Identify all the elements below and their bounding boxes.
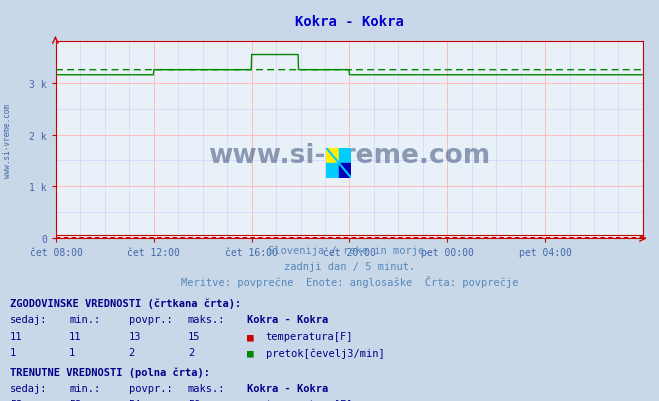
Text: sedaj:: sedaj: (10, 383, 47, 393)
Text: 1: 1 (69, 348, 75, 357)
Bar (326, 148, 339, 164)
Text: povpr.:: povpr.: (129, 315, 172, 324)
Text: 54: 54 (129, 399, 141, 401)
Text: temperatura[F]: temperatura[F] (266, 399, 353, 401)
Text: ■: ■ (247, 332, 254, 341)
Text: 11: 11 (10, 332, 22, 341)
Text: TRENUTNE VREDNOSTI (polna črta):: TRENUTNE VREDNOSTI (polna črta): (10, 367, 210, 377)
Text: sedaj:: sedaj: (10, 315, 47, 324)
Text: www.si-vreme.com: www.si-vreme.com (208, 143, 490, 169)
Text: ZGODOVINSKE VREDNOSTI (črtkana črta):: ZGODOVINSKE VREDNOSTI (črtkana črta): (10, 298, 241, 308)
Text: ■: ■ (247, 399, 254, 401)
Text: povpr.:: povpr.: (129, 383, 172, 393)
Text: Kokra - Kokra: Kokra - Kokra (247, 315, 328, 324)
Text: maks.:: maks.: (188, 383, 225, 393)
Text: www.si-vreme.com: www.si-vreme.com (3, 103, 13, 177)
Text: 2: 2 (129, 348, 134, 357)
Text: 1: 1 (10, 348, 16, 357)
Text: ■: ■ (247, 348, 254, 357)
Text: 59: 59 (188, 399, 200, 401)
Text: min.:: min.: (69, 315, 100, 324)
Text: 52: 52 (69, 399, 82, 401)
Text: Slovenija / reke in morje.: Slovenija / reke in morje. (268, 246, 430, 255)
Text: maks.:: maks.: (188, 315, 225, 324)
Text: 2: 2 (188, 348, 194, 357)
Text: Kokra - Kokra: Kokra - Kokra (295, 15, 404, 29)
Text: zadnji dan / 5 minut.: zadnji dan / 5 minut. (283, 261, 415, 271)
Bar (339, 164, 351, 178)
Bar (326, 164, 339, 178)
Text: min.:: min.: (69, 383, 100, 393)
Text: Meritve: povprečne  Enote: anglosaške  Črta: povprečje: Meritve: povprečne Enote: anglosaške Črt… (181, 275, 518, 287)
Text: temperatura[F]: temperatura[F] (266, 332, 353, 341)
Text: pretok[čevelj3/min]: pretok[čevelj3/min] (266, 347, 384, 358)
Text: 13: 13 (129, 332, 141, 341)
Text: 52: 52 (10, 399, 22, 401)
Text: 15: 15 (188, 332, 200, 341)
Bar (339, 148, 351, 164)
Text: 11: 11 (69, 332, 82, 341)
Text: Kokra - Kokra: Kokra - Kokra (247, 383, 328, 393)
